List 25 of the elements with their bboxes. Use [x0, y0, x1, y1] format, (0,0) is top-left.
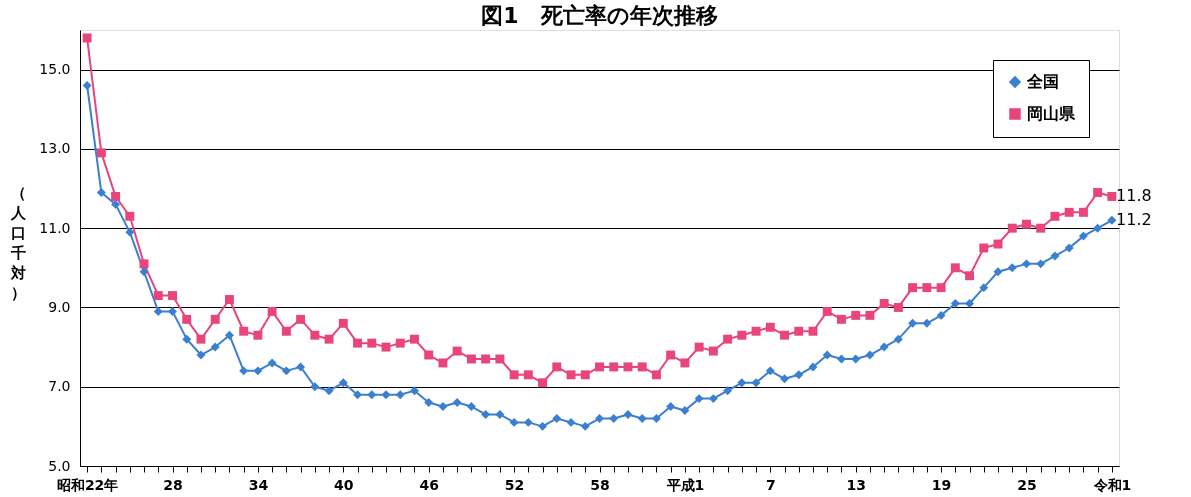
x-tick-label: 19 — [931, 476, 952, 493]
y-tick-label: 11.0 — [39, 219, 71, 236]
legend-label: 全国 — [1026, 72, 1059, 91]
chart-title: 図1 死亡率の年次推移 — [481, 3, 718, 28]
y-tick-label: 15.0 — [39, 61, 71, 78]
data-label: 11.2 — [1116, 210, 1152, 230]
x-tick-label: 40 — [334, 476, 354, 493]
x-tick-label: 7 — [765, 476, 776, 493]
x-tick-label: 34 — [248, 476, 269, 493]
y-tick-label: 9.0 — [48, 298, 71, 315]
y-axis-title: （人口千対） — [10, 183, 27, 302]
y-tick-label: 13.0 — [39, 140, 71, 157]
x-tick-label: 46 — [419, 476, 439, 493]
y-tick-label: 7.0 — [48, 378, 71, 395]
x-tick-label: 令和1 — [1092, 476, 1132, 493]
x-tick-label: 28 — [163, 476, 183, 493]
x-tick-label: 52 — [504, 476, 525, 493]
x-tick-label: 昭和22年 — [56, 476, 119, 493]
y-tick-label: 5.0 — [48, 457, 71, 474]
x-tick-label: 58 — [590, 476, 610, 493]
data-label: 11.8 — [1116, 186, 1152, 206]
x-tick-label: 13 — [846, 476, 866, 493]
x-tick-label: 25 — [1017, 476, 1037, 493]
legend-label: 岡山県 — [1027, 104, 1076, 123]
x-tick-label: 平成1 — [665, 476, 705, 493]
